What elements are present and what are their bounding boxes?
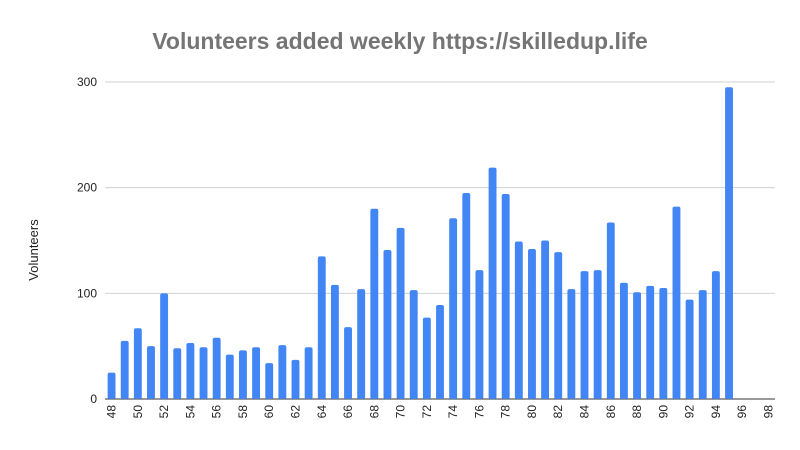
bar-70 <box>396 227 405 399</box>
bar-52 <box>160 293 169 399</box>
x-tick-label: 78 <box>499 405 513 419</box>
bar-73 <box>436 304 444 399</box>
bar-68 <box>370 208 379 399</box>
bar-86 <box>606 222 615 399</box>
x-tick-label: 48 <box>105 405 119 419</box>
bar-92 <box>685 299 694 399</box>
bar-60 <box>265 363 274 399</box>
x-tick-label: 94 <box>709 405 723 419</box>
bar-55 <box>199 347 208 399</box>
bar-77 <box>488 167 497 399</box>
x-tick-label: 96 <box>735 405 749 419</box>
bar-71 <box>409 290 418 399</box>
bar-69 <box>383 250 392 399</box>
bar-54 <box>186 342 195 399</box>
x-tick-label: 62 <box>288 405 302 419</box>
bar-66 <box>344 327 352 399</box>
bar-85 <box>593 270 602 399</box>
bar-93 <box>698 290 707 399</box>
y-axis-label: Volunteers <box>26 219 41 281</box>
bar-62 <box>291 359 300 399</box>
x-tick-label: 82 <box>551 405 565 419</box>
bar-59 <box>252 347 261 399</box>
bar-50 <box>133 328 142 399</box>
bar-90 <box>659 288 668 399</box>
bar-49 <box>120 340 129 399</box>
bar-91 <box>672 206 681 399</box>
bar-83 <box>567 289 576 399</box>
y-tick-label: 0 <box>90 392 97 406</box>
chart-title: Volunteers added weekly https://skilledu… <box>152 28 647 54</box>
bar-89 <box>646 285 655 399</box>
bar-51 <box>147 346 155 399</box>
x-tick-label: 64 <box>315 405 329 419</box>
x-tick-label: 70 <box>394 405 408 419</box>
bar-75 <box>462 192 471 399</box>
bar-57 <box>225 354 234 399</box>
y-tick-label: 300 <box>77 75 97 89</box>
x-tick-label: 76 <box>472 405 486 419</box>
bar-61 <box>278 345 287 399</box>
x-tick-label: 72 <box>420 405 434 419</box>
bar-80 <box>528 248 536 399</box>
bar-84 <box>580 271 589 399</box>
bar-53 <box>173 348 182 399</box>
bar-79 <box>514 241 523 399</box>
x-tick-label: 90 <box>656 405 670 419</box>
bar-76 <box>475 270 484 399</box>
y-tick-label: 100 <box>77 286 97 300</box>
bar-88 <box>633 292 641 399</box>
bar-65 <box>330 284 339 399</box>
bar-64 <box>317 256 326 399</box>
bar-72 <box>422 317 431 399</box>
x-tick-label: 66 <box>341 405 355 419</box>
bar-48 <box>107 372 116 399</box>
x-tick-label: 88 <box>630 405 644 419</box>
x-tick-label: 74 <box>446 405 460 419</box>
y-tick-label: 200 <box>77 181 97 195</box>
x-tick-label: 60 <box>262 405 276 419</box>
x-tick-label: 98 <box>761 405 775 419</box>
x-tick-label: 68 <box>367 405 381 419</box>
bar-94 <box>711 271 720 399</box>
x-tick-label: 86 <box>604 405 618 419</box>
bar-74 <box>449 218 458 399</box>
bar-63 <box>304 347 313 399</box>
bar-58 <box>239 350 247 399</box>
bar-78 <box>501 194 510 399</box>
x-tick-label: 84 <box>578 405 592 419</box>
x-tick-label: 50 <box>131 405 145 419</box>
x-tick-label: 58 <box>236 405 250 419</box>
bar-67 <box>357 289 366 399</box>
bar-56 <box>212 337 221 399</box>
bar-82 <box>554 252 563 399</box>
bar-81 <box>541 240 550 399</box>
x-tick-label: 56 <box>210 405 224 419</box>
x-tick-label: 92 <box>683 405 697 419</box>
x-tick-label: 54 <box>183 405 197 419</box>
x-tick-label: 80 <box>525 405 539 419</box>
bar-95 <box>725 87 733 400</box>
bar-87 <box>619 282 628 399</box>
x-tick-label: 52 <box>157 405 171 419</box>
